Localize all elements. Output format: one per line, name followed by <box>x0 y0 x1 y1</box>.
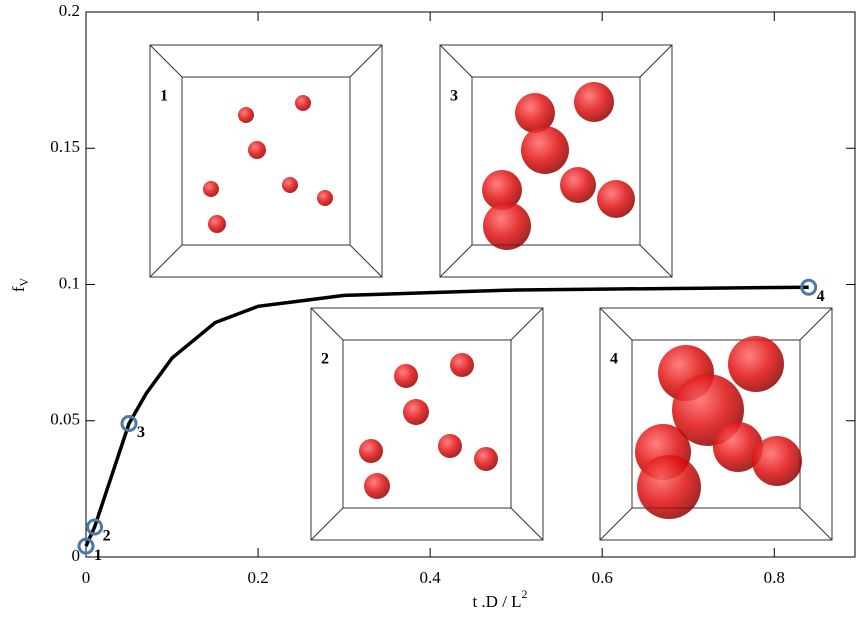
x-tick-label: 0 <box>82 568 91 587</box>
inset: 3 <box>440 45 672 277</box>
inset-frame <box>150 45 382 277</box>
marker-label: 3 <box>137 424 145 441</box>
sphere <box>450 353 474 377</box>
x-tick-label: 0.4 <box>420 568 442 587</box>
sphere <box>637 455 701 519</box>
y-tick-label: 0.05 <box>50 410 80 429</box>
x-label-sup: 2 <box>522 587 528 601</box>
sphere <box>203 181 219 197</box>
inset-label: 4 <box>610 351 618 368</box>
y-label-sub: V <box>17 278 31 287</box>
marker-label: 2 <box>103 528 111 545</box>
inset-label: 2 <box>321 351 329 368</box>
sphere <box>597 180 635 218</box>
sphere <box>752 436 802 486</box>
sphere <box>238 107 254 123</box>
chart: t .D / L2 fV 00.20.40.60.800.050.10.150.… <box>0 0 856 621</box>
x-tick-label: 0.8 <box>764 568 785 587</box>
sphere <box>474 447 498 471</box>
sphere <box>208 215 226 233</box>
sphere <box>394 364 418 388</box>
y-tick-label: 0.2 <box>59 1 80 20</box>
x-axis-label: t .D / L2 <box>472 587 527 611</box>
sphere <box>521 126 569 174</box>
sphere <box>317 190 333 206</box>
sphere <box>574 82 614 122</box>
sphere <box>560 167 596 203</box>
x-label-text: t .D / L <box>472 592 521 611</box>
sphere <box>728 336 784 392</box>
sphere <box>483 202 531 250</box>
inset: 1 <box>150 45 382 277</box>
inset-label: 3 <box>450 88 458 105</box>
y-tick-label: 0.15 <box>50 137 80 156</box>
sphere <box>248 141 266 159</box>
sphere <box>282 177 298 193</box>
sphere <box>403 399 429 425</box>
sphere <box>364 473 390 499</box>
y-axis-label: fV <box>9 278 31 293</box>
sphere <box>438 434 462 458</box>
inset: 2 <box>311 308 543 540</box>
marker-label: 4 <box>817 288 825 305</box>
x-tick-label: 0.6 <box>592 568 613 587</box>
inset-label: 1 <box>160 88 168 105</box>
inset-frame <box>311 308 543 540</box>
sphere <box>359 439 383 463</box>
inset: 4 <box>600 308 832 540</box>
x-tick-label: 0.2 <box>247 568 268 587</box>
marker-label: 1 <box>94 547 102 564</box>
y-tick-label: 0.1 <box>59 273 80 292</box>
sphere <box>295 95 311 111</box>
